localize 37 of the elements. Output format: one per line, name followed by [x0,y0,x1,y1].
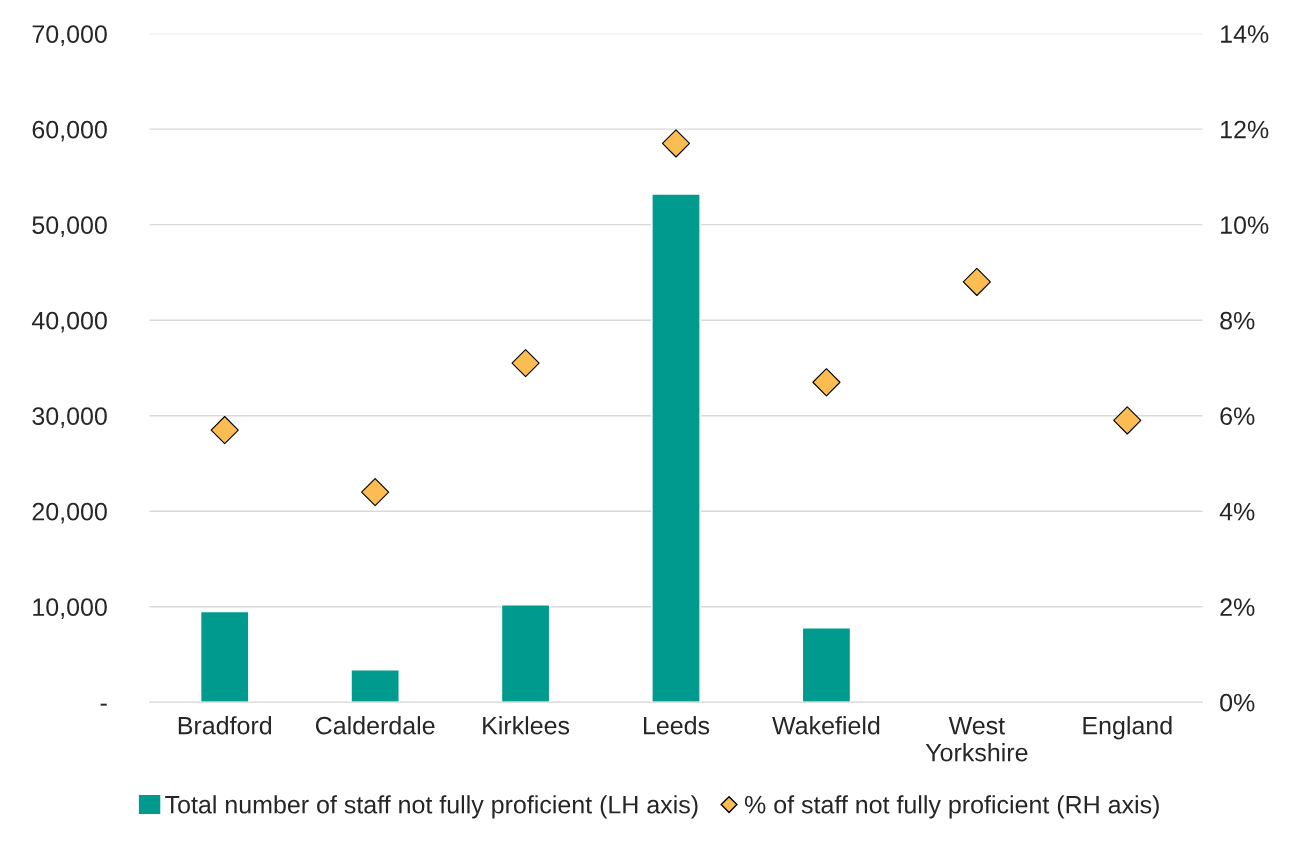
point [210,415,239,445]
y-tick-label: 70,000 [32,25,107,46]
x-tick-label: England [1083,716,1172,740]
y2-tick-label: 8% [1220,311,1255,330]
legend-label: Total number of staff not fully proficient (LH axis) [165,795,698,819]
point [1113,406,1142,435]
x-tick-label: West Yorkshire [925,717,1028,762]
y2-tick-label: 2% [1220,598,1255,616]
y-tick-label: 20,000 [32,502,107,524]
y2-tick-label: 0% [1220,693,1255,712]
y-tick-label: 60,000 [32,120,107,142]
y-tick-label: 30,000 [32,407,107,428]
y-tick-label: 40,000 [31,311,107,333]
x-tick-label: Wakefield [772,716,880,735]
point [962,267,991,297]
bar [500,604,551,703]
point [361,478,390,507]
y2-tick-label: 12% [1221,120,1269,139]
x-tick-label: Calderdale [315,716,435,735]
y-tick-label: - [100,703,107,706]
bar [801,627,852,703]
point [661,129,691,158]
y2-tick-label: 4% [1219,502,1255,521]
y2-tick-label: 14% [1221,25,1269,43]
y2-tick-label: 10% [1221,216,1269,234]
bar [350,669,400,703]
y-tick-label: 10,000 [33,598,107,619]
bar [651,193,701,703]
point [511,349,540,378]
y2-tick-label: 6% [1220,407,1255,425]
x-tick-label: Leeds [644,716,710,735]
legend-label: % of staff not fully proficient (RH axis) [744,795,1159,819]
y-tick-label: 50,000 [32,216,107,237]
bar [199,610,250,703]
point [812,368,841,397]
x-tick-label: Bradford [178,716,272,735]
x-tick-label: Kirklees [483,716,570,735]
